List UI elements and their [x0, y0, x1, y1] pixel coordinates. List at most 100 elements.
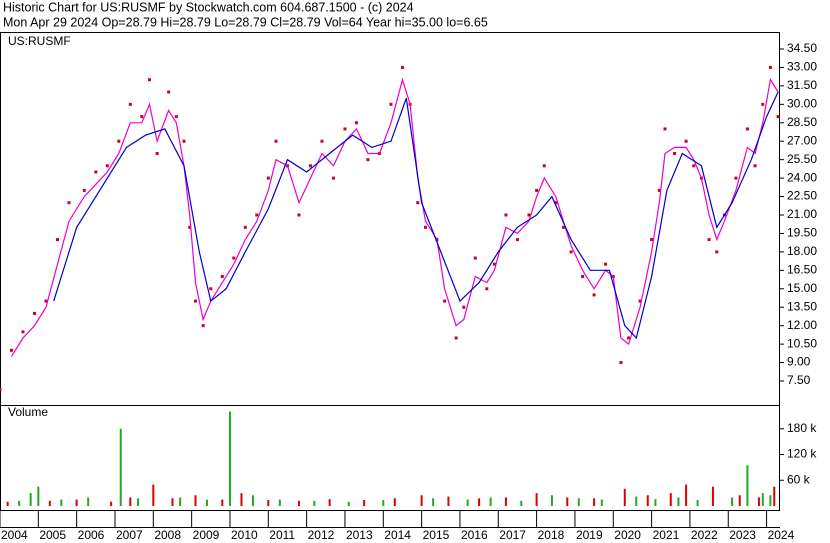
- volume-bar: [29, 493, 32, 506]
- x-tick-label: 2019: [576, 528, 603, 542]
- volume-bar: [152, 484, 155, 506]
- price-dot: [485, 287, 489, 291]
- y-tick-label: 18.00: [787, 244, 817, 258]
- price-dot: [266, 176, 270, 180]
- price-dot: [673, 152, 677, 156]
- price-dot: [627, 336, 631, 340]
- y-tick-label: 31.50: [787, 78, 817, 92]
- price-dot: [416, 201, 420, 205]
- volume-panel: [0, 405, 780, 511]
- header-line: Mon Apr 29 2024 Op=28.79 Hi=28.79 Lo=28.…: [3, 15, 488, 29]
- volume-bar: [393, 498, 396, 506]
- volume-bar: [761, 493, 764, 506]
- x-tick-label: 2010: [231, 528, 258, 542]
- y-tick-label: 19.50: [787, 226, 817, 240]
- x-tick-label: 2021: [653, 528, 680, 542]
- price-dot: [331, 176, 335, 180]
- price-dot: [182, 139, 186, 143]
- y-tick-label: 10.50: [787, 336, 817, 350]
- price-dot: [692, 164, 696, 168]
- volume-bar: [75, 499, 78, 506]
- x-tick-label: 2006: [78, 528, 105, 542]
- price-dot: [492, 262, 496, 266]
- volume-bar: [313, 500, 316, 506]
- y-tick-label: 13.50: [787, 299, 817, 313]
- volume-bar: [635, 496, 638, 506]
- price-dot: [201, 324, 205, 328]
- volume-bar: [535, 493, 538, 506]
- x-tick-label: 2012: [308, 528, 335, 542]
- volume-bar: [738, 495, 741, 506]
- price-dot: [220, 274, 224, 278]
- price-dot: [255, 213, 259, 217]
- price-dot: [535, 188, 539, 192]
- price-dot: [592, 293, 596, 297]
- x-tick-label: 2009: [193, 528, 220, 542]
- x-tick-label: 2014: [384, 528, 411, 542]
- price-dot: [128, 102, 132, 106]
- price-dot: [504, 213, 508, 217]
- volume-bar: [677, 497, 680, 506]
- price-dot: [768, 65, 772, 69]
- volume-bar: [228, 411, 231, 506]
- price-dot: [619, 361, 623, 365]
- volume-bar: [119, 428, 122, 506]
- price-dot: [117, 139, 121, 143]
- price-dot: [21, 330, 25, 334]
- x-tick-label: 2017: [499, 528, 526, 542]
- price-dot: [561, 225, 565, 229]
- price-dot: [423, 225, 427, 229]
- price-dot: [753, 164, 757, 168]
- price-dot: [155, 152, 159, 156]
- volume-bar: [136, 498, 139, 506]
- price-dot: [140, 115, 144, 119]
- average-line: [53, 91, 779, 340]
- x-tick-label: 2004: [1, 528, 28, 542]
- volume-bar: [6, 501, 9, 506]
- price-dot: [454, 336, 458, 340]
- volume-bar: [363, 499, 366, 506]
- y-tick-label: 7.50: [787, 373, 811, 387]
- x-tick-label: 2011: [269, 528, 295, 542]
- x-tick-label: 2016: [461, 528, 488, 542]
- volume-bar: [757, 497, 760, 506]
- price-dot: [9, 348, 13, 352]
- price-dot: [473, 256, 477, 260]
- header-line: Historic Chart for US:RUSMF by Stockwatc…: [3, 0, 414, 14]
- price-dot: [94, 170, 98, 174]
- volume-bar: [129, 497, 132, 506]
- price-dot: [82, 188, 86, 192]
- price-dot: [366, 158, 370, 162]
- price-dot: [308, 164, 312, 168]
- panel-label: Volume: [8, 405, 48, 419]
- y-tick-label: 22.50: [787, 189, 817, 203]
- price-dot: [167, 90, 171, 94]
- volume-bar: [179, 497, 182, 506]
- price-dot: [354, 121, 358, 125]
- volume-bar: [278, 499, 281, 506]
- volume-bar: [600, 499, 603, 506]
- price-dot: [663, 127, 667, 131]
- volume-bar: [623, 488, 626, 506]
- price-dot: [581, 274, 585, 278]
- price-dot: [209, 287, 213, 291]
- price-dot: [443, 299, 447, 303]
- price-dot: [761, 102, 765, 106]
- price-dot: [174, 115, 178, 119]
- x-tick-label: 2005: [39, 528, 66, 542]
- price-dot: [274, 139, 278, 143]
- volume-bar: [240, 493, 243, 506]
- x-tick-label: 2022: [691, 528, 718, 542]
- price-dot: [515, 238, 519, 242]
- volume-bar: [489, 497, 492, 506]
- y-tick-label: 30.00: [787, 96, 817, 110]
- x-tick-label: 2020: [614, 528, 641, 542]
- volume-bar: [347, 501, 350, 506]
- volume-bar: [382, 499, 385, 506]
- volume-bar: [37, 486, 40, 506]
- y-tick-label: 15.00: [787, 281, 817, 295]
- volume-bar: [696, 499, 699, 506]
- x-tick-label: 2018: [538, 528, 565, 542]
